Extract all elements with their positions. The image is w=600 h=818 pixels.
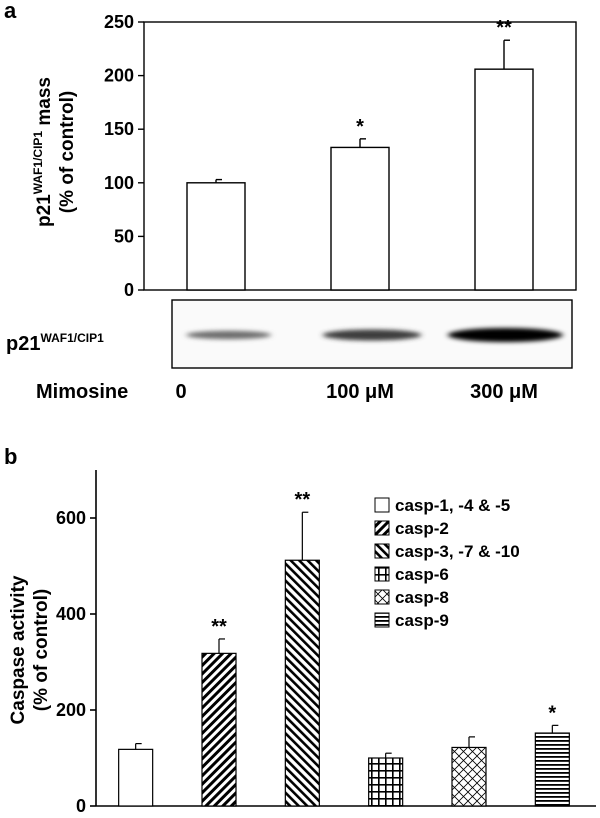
blot-label: p21WAF1/CIP1 (6, 331, 104, 355)
legend-label: casp-2 (395, 519, 449, 538)
panel-b-legend: casp-1, -4 & -5 casp-2 casp-3, -7 & -10 cas… (374, 496, 520, 630)
legend-swatch (374, 497, 390, 513)
panel-a-ylabel-main: p21 (34, 194, 55, 227)
legend-swatch (374, 520, 390, 536)
panel-a-significance: ** (496, 17, 512, 39)
panel-a-ylabel: p21WAF1/CIP1 mass (% of control) (31, 77, 78, 227)
legend-swatch (374, 566, 390, 582)
blot-label-sup: WAF1/CIP1 (40, 331, 104, 345)
blot-band (186, 330, 272, 340)
legend-label: casp-3, -7 & -10 (395, 542, 520, 561)
panel-b-ylabel-line2: (% of control) (31, 589, 52, 711)
panel-a-letter: a (4, 0, 17, 23)
legend-label: casp-9 (395, 611, 449, 630)
panel-a-ytick-label: 100 (104, 173, 134, 193)
panel-a-bar (186, 182, 246, 291)
legend-swatch (374, 543, 390, 559)
blot-band (447, 328, 563, 342)
panel-b-bar (284, 559, 320, 807)
legend-label: casp-6 (395, 565, 449, 584)
panel-a-xtick-label: 0 (175, 381, 186, 403)
panel-a-bar (330, 146, 390, 291)
panel-a-ylabel-tail: mass (34, 77, 55, 131)
panel-a-xtick-label: 300 μM (470, 381, 538, 403)
panel-a-ylabel-line2: (% of control) (57, 91, 78, 213)
panel-a-ytick-label: 200 (104, 66, 134, 86)
panel-b-bar (451, 746, 487, 807)
panel-a-ytick-label: 0 (124, 280, 134, 300)
panel-a-ytick-label: 250 (104, 12, 134, 32)
mimosine-label: Mimosine (36, 381, 128, 403)
panel-b-significance: * (548, 702, 556, 724)
panel-a-ylabel-sup: WAF1/CIP1 (31, 131, 45, 195)
panel-a-ytick-label: 50 (114, 226, 134, 246)
panel-a-xlabels: 0 100 μM 300 μM (175, 381, 537, 403)
legend-label: casp-8 (395, 588, 449, 607)
panel-b-ytick-label: 200 (56, 700, 86, 720)
panel-a-significance: * (356, 116, 364, 138)
panel-a-xtick-label: 100 μM (326, 381, 394, 403)
legend-swatch (374, 589, 390, 605)
panel-b-significance: ** (295, 489, 311, 511)
panel-b-bar (368, 757, 404, 807)
panel-b-bar (118, 748, 154, 807)
panel-b-ylabel: Caspase activity (% of control) (8, 575, 52, 724)
panel-b-ylabel-line1: Caspase activity (8, 575, 29, 724)
legend-label: casp-1, -4 & -5 (395, 496, 510, 515)
panel-a-bar (474, 68, 534, 291)
panel-b-significance: ** (211, 616, 227, 638)
panel-b-bar (201, 652, 237, 807)
svg-text:p21WAF1/CIP1 mass: p21WAF1/CIP1 mass (31, 77, 55, 227)
panel-b-ytick-label: 600 (56, 508, 86, 528)
blot-bands (186, 328, 563, 342)
panel-b-letter: b (4, 444, 17, 469)
panel-b-bar (534, 732, 570, 807)
panel-b-ytick-label: 400 (56, 604, 86, 624)
blot-label-main: p21 (6, 333, 40, 355)
blot-band (322, 329, 422, 341)
legend-swatch (374, 612, 390, 628)
panel-a-ytick-label: 150 (104, 119, 134, 139)
panel-b-ytick-label: 0 (76, 796, 86, 816)
